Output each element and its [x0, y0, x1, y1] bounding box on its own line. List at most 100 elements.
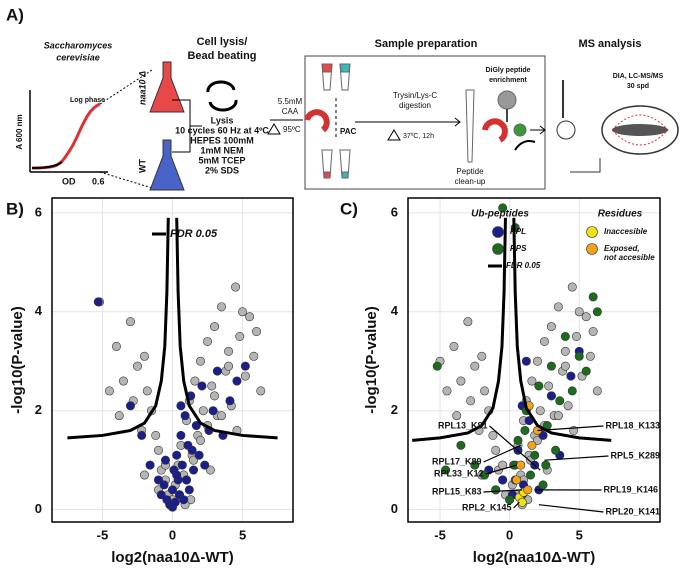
point — [176, 401, 186, 411]
step-title: Cell lysis/ — [197, 36, 248, 48]
point — [560, 332, 570, 342]
point — [153, 475, 163, 485]
point — [168, 485, 178, 495]
y-tick-label: 6 — [35, 204, 42, 219]
point — [527, 376, 537, 386]
point — [231, 282, 241, 292]
tubes — [304, 63, 536, 179]
x-tick-label: 5 — [576, 527, 583, 542]
point — [210, 322, 220, 332]
enrichment: DiGly peptide — [485, 67, 530, 74]
legend-label: FDR 0.05 — [506, 261, 541, 270]
point — [200, 460, 210, 470]
point — [553, 411, 563, 421]
alkylation: 5.5mM — [278, 97, 303, 106]
point — [139, 351, 149, 361]
y-tick-label: 6 — [391, 204, 398, 219]
point — [555, 396, 565, 406]
point — [159, 480, 169, 490]
point — [527, 440, 537, 450]
legend-label: Exposed, not accesible — [604, 244, 655, 262]
enrichment: enrichment — [489, 77, 527, 84]
point — [142, 386, 152, 396]
point — [574, 351, 584, 361]
panel-label: A) — [6, 5, 24, 24]
point — [245, 312, 255, 322]
y-axis-label: -log10(P-value) — [363, 306, 380, 414]
point — [187, 445, 197, 455]
point — [560, 346, 570, 356]
point — [541, 460, 551, 470]
pac-label: PAC — [340, 127, 357, 136]
point — [521, 356, 531, 366]
point — [172, 450, 182, 460]
point — [546, 391, 556, 401]
point — [480, 470, 490, 480]
point — [592, 307, 602, 317]
point — [114, 411, 124, 421]
point — [498, 203, 508, 213]
point — [125, 317, 135, 327]
point — [574, 307, 584, 317]
point — [513, 435, 523, 445]
heat-icon — [387, 129, 401, 141]
y-axis-label: -log10(P-value) — [9, 306, 26, 414]
point — [137, 430, 147, 440]
growth-curve — [29, 90, 108, 173]
point — [191, 421, 201, 431]
point — [132, 361, 142, 371]
point — [172, 470, 182, 480]
x-axis-label: log2(naa10Δ-WT) — [473, 549, 595, 566]
arrow — [355, 117, 546, 135]
point — [196, 435, 206, 445]
point — [139, 470, 149, 480]
digestion: 37ºC, 12h — [403, 133, 434, 140]
point — [145, 460, 155, 470]
y-tick-label: 0 — [391, 501, 398, 516]
point — [210, 391, 220, 401]
cleanup: Peptide — [456, 167, 484, 176]
point — [203, 336, 213, 346]
point — [456, 376, 466, 386]
point — [224, 346, 234, 356]
point — [207, 381, 217, 391]
point — [470, 361, 480, 371]
point — [177, 460, 187, 470]
point — [235, 332, 245, 342]
point — [563, 401, 573, 411]
point — [441, 465, 451, 475]
point — [217, 302, 227, 312]
point — [567, 282, 577, 292]
point — [180, 411, 190, 421]
legend-title: Residues — [598, 209, 643, 220]
point — [125, 401, 135, 411]
point — [189, 455, 199, 465]
point — [449, 341, 459, 351]
lysis-line: 1mM NEM — [200, 145, 243, 155]
step-title: Sample preparation — [375, 38, 478, 50]
annotation-pointer — [485, 464, 517, 475]
heat-icon — [267, 123, 281, 135]
lysis-line: 5mM TCEP — [198, 155, 245, 165]
point — [432, 361, 442, 371]
point — [505, 495, 515, 505]
annotation: RPL20_K141 — [605, 506, 660, 516]
point — [567, 386, 577, 396]
x-tick-label: -5 — [97, 527, 109, 542]
point — [198, 406, 208, 416]
point — [585, 351, 595, 361]
strain: naa10 Δ — [137, 71, 147, 105]
annotation: RPL15_K83 — [432, 486, 482, 496]
point — [480, 386, 490, 396]
annotation: RPL2_K145 — [462, 502, 512, 512]
lysis-line: 10 cycles 60 Hz at 4ºC — [175, 125, 269, 135]
point — [520, 425, 530, 435]
point — [224, 361, 234, 371]
point — [456, 440, 466, 450]
growth-label: A 600 nm — [15, 114, 24, 149]
point — [217, 411, 227, 421]
lysis-line: HEPES 100mM — [190, 135, 254, 145]
point — [546, 361, 556, 371]
legend-swatch — [492, 243, 504, 255]
